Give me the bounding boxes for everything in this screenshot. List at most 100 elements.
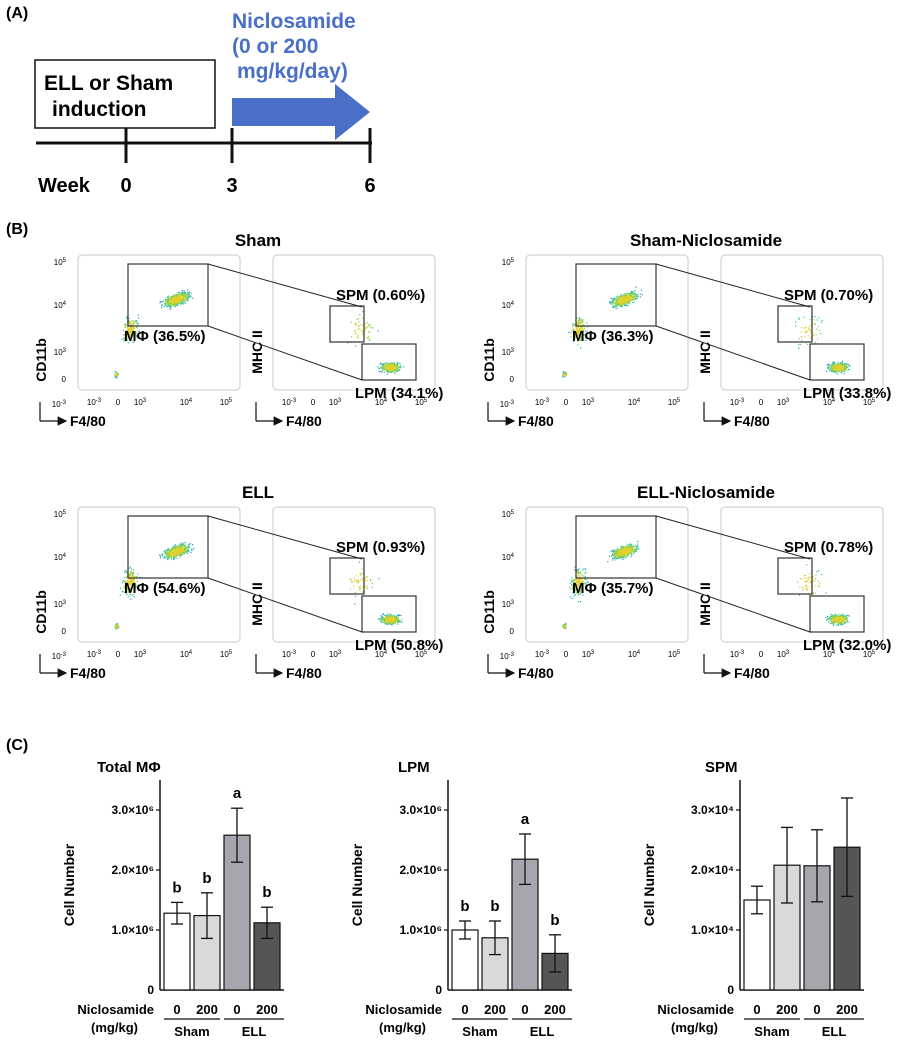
- flow-plot-2-events: [795, 315, 851, 375]
- flow-y-tick: 0: [510, 375, 515, 384]
- event-dot: [383, 617, 385, 619]
- event-dot: [392, 369, 394, 371]
- event-dot: [845, 616, 847, 618]
- event-dot: [386, 618, 389, 620]
- event-dot: [801, 340, 803, 342]
- event-dot: [620, 547, 622, 549]
- event-dot: [637, 543, 639, 545]
- event-dot: [182, 303, 184, 305]
- event-dot: [175, 297, 177, 299]
- event-dot: [371, 582, 373, 585]
- induction-label-line2: induction: [52, 98, 146, 121]
- event-dot: [384, 618, 387, 620]
- event-dot: [627, 299, 629, 301]
- event-dot: [624, 553, 626, 555]
- event-dot: [579, 320, 581, 322]
- event-dot: [184, 544, 186, 546]
- event-dot: [837, 364, 839, 366]
- event-dot: [637, 546, 639, 548]
- event-dot: [820, 321, 822, 323]
- event-dot: [581, 328, 583, 330]
- event-dot: [576, 570, 578, 572]
- event-dot: [116, 627, 118, 629]
- event-dot: [179, 543, 181, 545]
- event-dot: [616, 295, 618, 297]
- event-dot: [129, 579, 131, 581]
- event-dot: [131, 340, 134, 342]
- event-dot: [130, 337, 132, 339]
- event-dot: [176, 551, 178, 553]
- event-dot: [396, 367, 398, 369]
- event-dot: [806, 564, 808, 566]
- event-dot: [161, 307, 163, 309]
- event-dot: [130, 338, 132, 340]
- event-dot: [623, 302, 625, 304]
- event-dot: [843, 367, 845, 369]
- event-dot: [173, 299, 175, 301]
- event-dot: [357, 336, 359, 338]
- event-dot: [583, 333, 585, 335]
- event-dot: [131, 336, 133, 338]
- event-dot: [842, 618, 845, 620]
- event-dot: [836, 373, 838, 375]
- event-dot: [562, 373, 565, 375]
- event-dot: [170, 557, 172, 559]
- event-dot: [116, 376, 118, 378]
- event-dot: [130, 322, 132, 325]
- event-dot: [579, 575, 581, 577]
- event-dot: [621, 304, 623, 306]
- event-dot: [166, 301, 168, 303]
- event-dot: [132, 329, 134, 331]
- event-dot: [184, 297, 187, 299]
- spm-gate-label: SPM (0.93%): [336, 539, 425, 556]
- flow-y-label-mhcii: MHC II: [249, 330, 265, 374]
- event-dot: [833, 362, 835, 365]
- event-dot: [182, 550, 184, 552]
- event-dot: [840, 368, 842, 370]
- event-dot: [584, 586, 586, 588]
- flow-plot-2-frame: [272, 506, 436, 643]
- event-dot: [631, 551, 633, 553]
- event-dot: [626, 551, 628, 553]
- event-dot: [637, 294, 639, 296]
- event-dot: [577, 344, 579, 346]
- event-dot: [623, 554, 625, 556]
- event-dot: [582, 321, 584, 323]
- event-dot: [574, 587, 576, 590]
- event-dot: [387, 615, 389, 617]
- event-dot: [378, 578, 380, 580]
- event-dot: [381, 621, 383, 623]
- event-dot: [627, 293, 630, 295]
- event-dot: [184, 301, 186, 303]
- event-dot: [626, 305, 628, 307]
- event-dot: [129, 588, 131, 590]
- event-dot: [578, 580, 580, 582]
- event-dot: [846, 365, 848, 367]
- event-dot: [833, 366, 835, 368]
- event-dot: [175, 294, 177, 296]
- event-dot: [629, 543, 631, 546]
- flow-x-tick: 103: [777, 398, 790, 407]
- event-dot: [181, 295, 184, 297]
- event-dot: [181, 289, 183, 292]
- event-dot: [621, 297, 623, 299]
- event-dot: [833, 371, 835, 373]
- event-dot: [130, 584, 132, 586]
- event-dot: [813, 323, 815, 325]
- event-dot: [168, 554, 170, 556]
- event-dot: [845, 615, 848, 617]
- event-dot: [836, 617, 838, 619]
- event-dot: [581, 580, 583, 582]
- event-dot: [837, 362, 839, 364]
- event-dot: [382, 367, 384, 369]
- event-dot: [124, 338, 126, 340]
- event-dot: [623, 295, 625, 298]
- event-dot: [572, 323, 574, 325]
- event-dot: [613, 551, 615, 553]
- event-dot: [114, 371, 116, 373]
- event-dot: [581, 327, 583, 329]
- event-dot: [163, 556, 165, 558]
- event-dot: [114, 375, 116, 377]
- event-dot: [361, 568, 363, 570]
